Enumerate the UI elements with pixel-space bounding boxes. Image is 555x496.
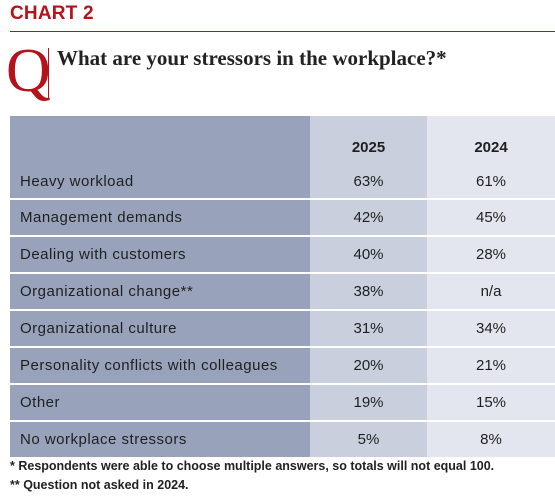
value-2024: 34% — [427, 309, 555, 346]
question-q-letter: Q — [6, 37, 51, 105]
table-row: Personality conflicts with colleagues 20… — [10, 346, 555, 383]
value-2025: 5% — [310, 420, 427, 457]
row-label: No workplace stressors — [10, 420, 310, 457]
table-row: Organizational culture 31% 34% — [10, 309, 555, 346]
value-2024: 15% — [427, 383, 555, 420]
value-2024: 45% — [427, 198, 555, 235]
value-2025: 42% — [310, 198, 427, 235]
row-label: Other — [10, 383, 310, 420]
table-row: Organizational change** 38% n/a — [10, 272, 555, 309]
value-2024: 28% — [427, 235, 555, 272]
value-2024: n/a — [427, 272, 555, 309]
header-label-cell — [10, 116, 310, 164]
value-2025: 40% — [310, 235, 427, 272]
row-label: Personality conflicts with colleagues — [10, 346, 310, 383]
row-label: Heavy workload — [10, 164, 310, 198]
question-title: What are your stressors in the workplace… — [57, 46, 447, 70]
chart-label: CHART 2 — [10, 3, 94, 24]
value-2024: 61% — [427, 164, 555, 198]
value-2024: 8% — [427, 420, 555, 457]
value-2025: 38% — [310, 272, 427, 309]
header-rule — [10, 31, 555, 32]
row-label: Organizational culture — [10, 309, 310, 346]
table-row: Dealing with customers 40% 28% — [10, 235, 555, 272]
value-2025: 31% — [310, 309, 427, 346]
column-header-2024: 2024 — [427, 116, 555, 164]
footnote-multiple-answers: * Respondents were able to choose multip… — [10, 459, 495, 473]
row-label: Dealing with customers — [10, 235, 310, 272]
question-divider — [48, 48, 49, 100]
table-row: Heavy workload 63% 61% — [10, 164, 555, 198]
value-2025: 20% — [310, 346, 427, 383]
footnote-not-asked: ** Question not asked in 2024. — [10, 478, 189, 492]
stressors-table: 2025 2024 Heavy workload 63% 61% Managem… — [10, 116, 555, 457]
column-header-2025: 2025 — [310, 116, 427, 164]
table-row: Management demands 42% 45% — [10, 198, 555, 235]
table-row: No workplace stressors 5% 8% — [10, 420, 555, 457]
table-row: Other 19% 15% — [10, 383, 555, 420]
row-label: Organizational change** — [10, 272, 310, 309]
value-2025: 63% — [310, 164, 427, 198]
table-header-row: 2025 2024 — [10, 116, 555, 164]
value-2024: 21% — [427, 346, 555, 383]
value-2025: 19% — [310, 383, 427, 420]
row-label: Management demands — [10, 198, 310, 235]
footnotes: * Respondents were able to choose multip… — [10, 457, 494, 495]
